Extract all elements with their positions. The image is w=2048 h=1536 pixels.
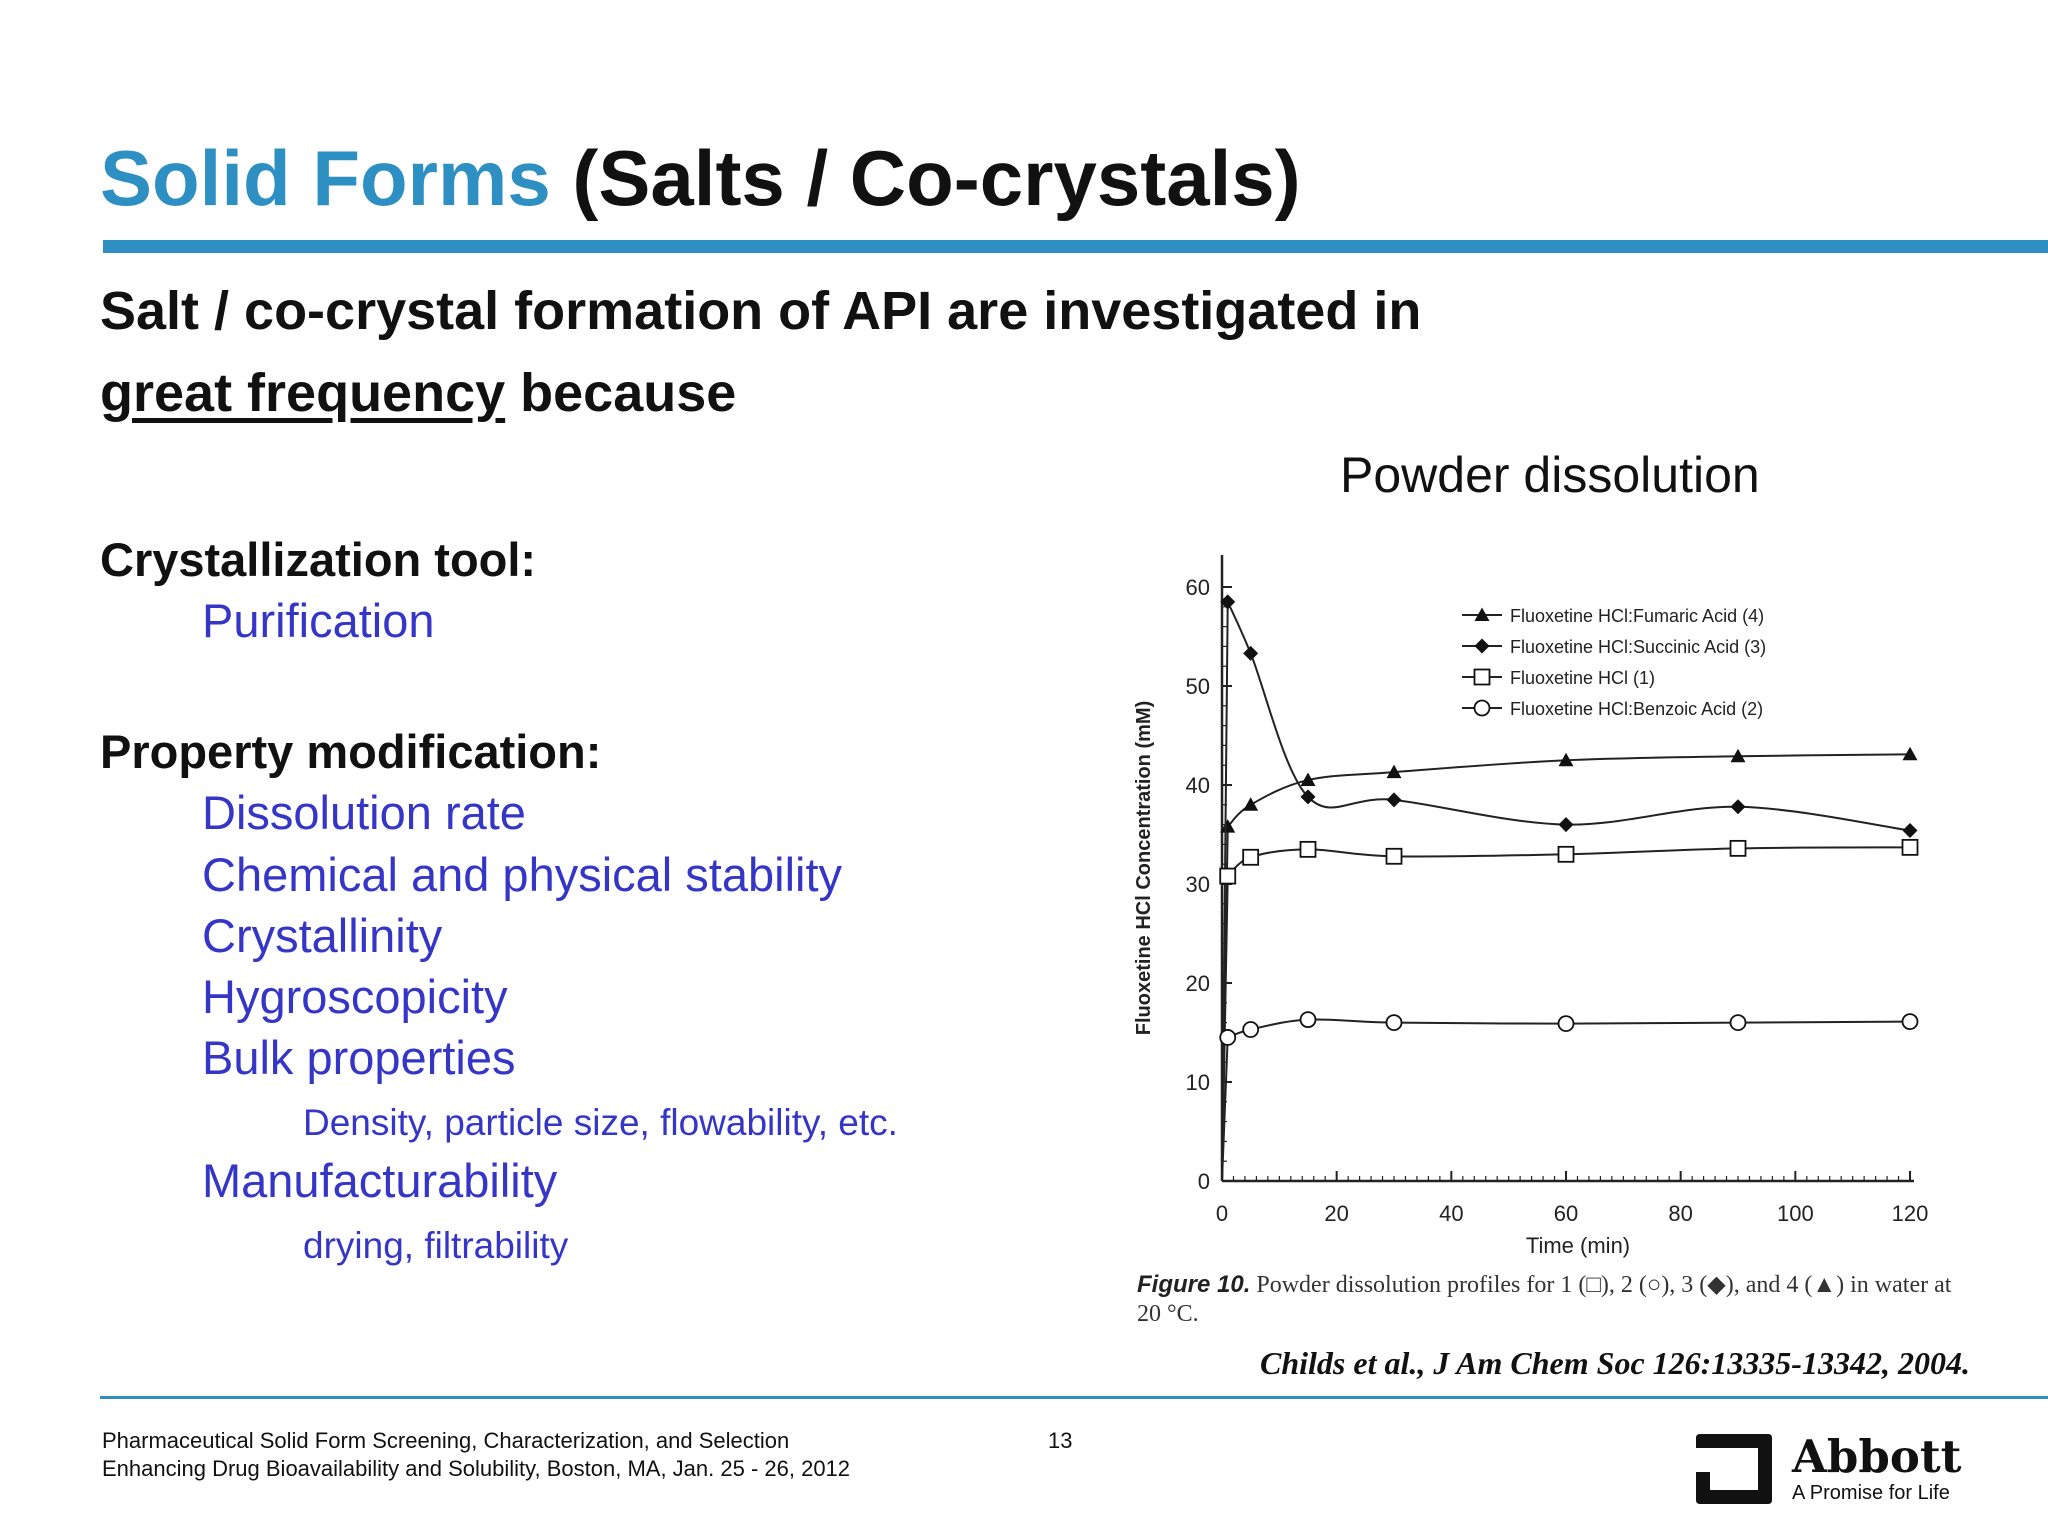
legend-marker-triangle	[1474, 607, 1490, 621]
series-rise-line	[1221, 1037, 1229, 1182]
figure-caption: Figure 10. Powder dissolution profiles f…	[1137, 1270, 1957, 1329]
data-point-circle	[1299, 1011, 1317, 1029]
legend-entry: Fluoxetine HCl:Succinic Acid (3)	[1510, 637, 1766, 657]
sub-bullet-drying: drying, filtrability	[303, 1225, 569, 1266]
legend-entry: Fluoxetine HCl:Fumaric Acid (4)	[1510, 606, 1764, 626]
data-point-square	[1242, 848, 1260, 866]
data-point-triangle	[1386, 764, 1402, 779]
data-point-square	[1299, 840, 1317, 858]
chart-legend: Fluoxetine HCl:Fumaric Acid (4) Fluoxetin…	[1462, 606, 1766, 719]
title-divider	[103, 240, 2048, 253]
data-point-square	[1219, 867, 1237, 885]
y-tick-label: 40	[1186, 773, 1210, 798]
bullet-bulk-properties: Bulk properties	[202, 1031, 516, 1084]
y-tick-label: 30	[1186, 872, 1210, 897]
page-number: 13	[1048, 1428, 1073, 1453]
series-square	[1219, 838, 1919, 1182]
series-rise-line	[1221, 876, 1229, 1182]
series-line	[1227, 753, 1911, 828]
y-tick-label: 0	[1198, 1169, 1210, 1194]
data-point-triangle	[1220, 819, 1236, 833]
data-point-diamond	[1730, 799, 1746, 815]
intro-line-1: Salt / co-crystal formation of API are i…	[100, 281, 1422, 341]
x-axis-label: Time (min)	[1526, 1233, 1630, 1258]
chart-heading: Powder dissolution	[1340, 447, 1760, 503]
x-tick-label: 80	[1668, 1201, 1692, 1226]
data-point-triangle	[1902, 746, 1918, 761]
title-rest: (Salts / Co-crystals)	[572, 134, 1301, 222]
footer-divider	[100, 1396, 2048, 1399]
bullet-manufacturability: Manufacturability	[202, 1154, 558, 1207]
intro-line-2: great frequency because	[100, 352, 1600, 434]
citation: Childs et al., J Am Chem Soc 126:13335-1…	[1260, 1345, 1970, 1381]
bullet-stability: Chemical and physical stability	[202, 848, 843, 901]
caption-text: Powder dissolution profiles for 1 (□), 2…	[1137, 1272, 1952, 1327]
intro-underlined: great frequency	[100, 363, 506, 423]
abbott-wordmark: Abbott	[1792, 1430, 1962, 1483]
data-point-diamond	[1902, 823, 1918, 839]
abbott-tagline: A Promise for Life	[1792, 1482, 1950, 1504]
slide-title: Solid Forms (Salts / Co-crystals)	[100, 128, 1301, 228]
series-circle	[1219, 1011, 1919, 1182]
legend-marker-diamond	[1474, 638, 1490, 654]
data-point-diamond	[1386, 792, 1402, 808]
series-line	[1227, 1018, 1911, 1039]
title-highlight: Solid Forms	[100, 134, 551, 222]
data-point-circle	[1219, 1029, 1237, 1046]
series-line	[1226, 601, 1911, 832]
data-point-circle	[1242, 1021, 1260, 1038]
data-point-diamond	[1558, 817, 1574, 833]
y-tick-label: 10	[1186, 1070, 1210, 1095]
dissolution-chart: 0 20 40 60 80 100 120 0 10 20 30 40 50 60 Time (min) Fl…	[1133, 555, 1929, 1258]
data-point-diamond	[1220, 594, 1236, 610]
x-tick-label: 120	[1892, 1201, 1929, 1226]
data-point-circle	[1901, 1013, 1919, 1031]
y-tick-label: 50	[1186, 674, 1210, 699]
data-point-diamond	[1300, 789, 1316, 805]
sub-bullet-density: Density, particle size, flowability, etc…	[303, 1102, 898, 1143]
x-tick-label: 0	[1216, 1201, 1228, 1226]
data-point-square	[1557, 845, 1575, 863]
caption-figure-label: Figure 10.	[1137, 1271, 1251, 1298]
data-point-diamond	[1243, 645, 1259, 661]
data-point-triangle	[1300, 772, 1316, 787]
x-tick-label: 40	[1439, 1201, 1463, 1226]
footer-line-1: Pharmaceutical Solid Form Screening, Cha…	[102, 1428, 790, 1453]
legend-marker-square	[1473, 668, 1491, 686]
data-point-square	[1901, 838, 1919, 856]
data-point-triangle	[1730, 748, 1746, 763]
footer-line-2: Enhancing Drug Bioavailability and Solub…	[102, 1456, 851, 1481]
y-tick-label: 20	[1186, 971, 1210, 996]
data-point-circle	[1729, 1014, 1747, 1032]
legend-entry: Fluoxetine HCl (1)	[1510, 668, 1655, 688]
series-line	[1227, 846, 1911, 877]
legend-marker-circle	[1473, 699, 1491, 717]
abbott-logo-icon	[1696, 1434, 1772, 1504]
intro-after: because	[520, 363, 737, 423]
bullet-hygroscopicity: Hygroscopicity	[202, 970, 508, 1023]
x-tick-label: 100	[1777, 1201, 1814, 1226]
bullet-dissolution-rate: Dissolution rate	[202, 786, 526, 839]
legend-entry: Fluoxetine HCl:Benzoic Acid (2)	[1510, 699, 1763, 719]
data-point-square	[1729, 839, 1747, 857]
data-point-triangle	[1558, 752, 1574, 767]
data-point-circle	[1385, 1014, 1403, 1032]
data-point-square	[1385, 847, 1403, 865]
intro-text: Salt / co-crystal formation of API are i…	[100, 270, 1600, 434]
bullet-crystallinity: Crystallinity	[202, 909, 443, 962]
y-tick-label: 60	[1186, 575, 1210, 600]
data-point-triangle	[1243, 797, 1259, 811]
section-heading-property: Property modification:	[100, 725, 602, 778]
section-heading-crystallization: Crystallization tool:	[100, 533, 537, 586]
y-axis-label: Fluoxetine HCl Concentration (mM)	[1133, 701, 1155, 1035]
x-tick-label: 20	[1324, 1201, 1348, 1226]
series-triangle	[1220, 746, 1918, 1182]
data-point-circle	[1557, 1015, 1575, 1032]
bullet-purification: Purification	[202, 594, 435, 647]
x-tick-label: 60	[1554, 1201, 1578, 1226]
